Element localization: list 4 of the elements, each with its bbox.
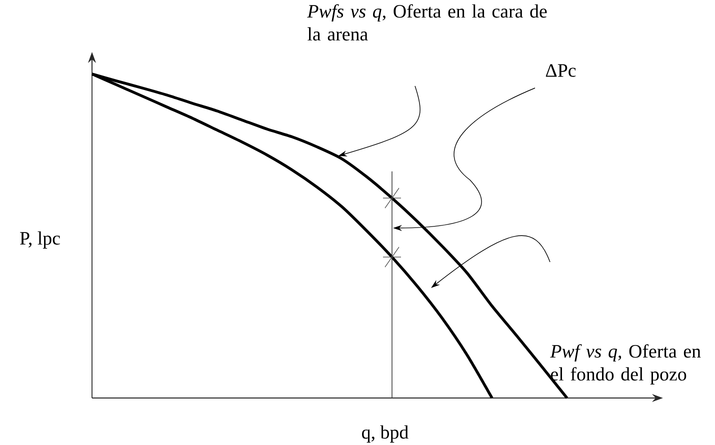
y-axis-title: P, lpc: [20, 231, 60, 249]
annotation: ΔPc: [546, 64, 576, 77]
x-axis-title: q, bpd: [362, 425, 408, 443]
text: Pwfs vs q, Oferta en la cara de la arena: [307, 4, 547, 41]
